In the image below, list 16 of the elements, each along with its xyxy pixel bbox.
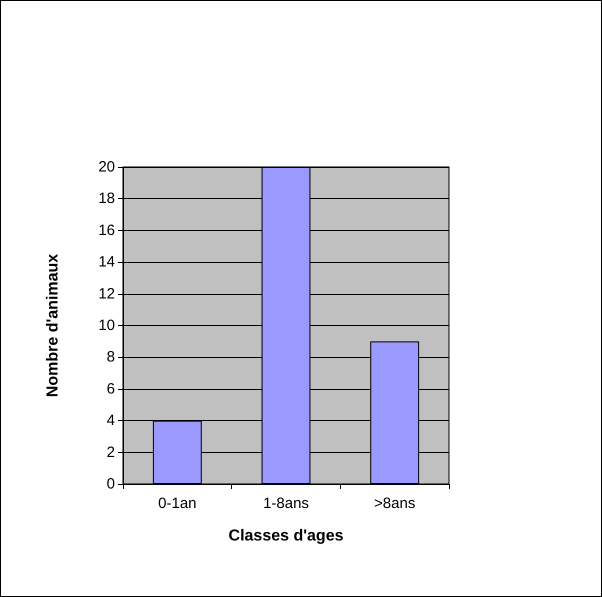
x-tick-label: 1-8ans <box>263 495 309 512</box>
y-tick-label: 6 <box>106 380 115 398</box>
x-tick-label: 0-1an <box>158 495 197 512</box>
y-tick-label: 18 <box>98 190 115 208</box>
y-tick-label: 16 <box>98 222 115 239</box>
y-tick-label: 8 <box>106 348 115 366</box>
y-tick-label: 0 <box>106 476 115 492</box>
y-tick-label: 10 <box>98 317 115 334</box>
y-tick-label: 20 <box>98 158 115 176</box>
y-tick-label: 14 <box>98 254 115 271</box>
x-axis-title: Classes d'ages <box>228 528 344 544</box>
x-tick-label: >8ans <box>374 495 416 512</box>
y-tick-label: 12 <box>98 285 115 302</box>
y-tick-label: 2 <box>106 444 115 461</box>
y-axis-title: Nombre d'animaux <box>44 254 62 398</box>
y-tick-label: 4 <box>106 412 115 430</box>
